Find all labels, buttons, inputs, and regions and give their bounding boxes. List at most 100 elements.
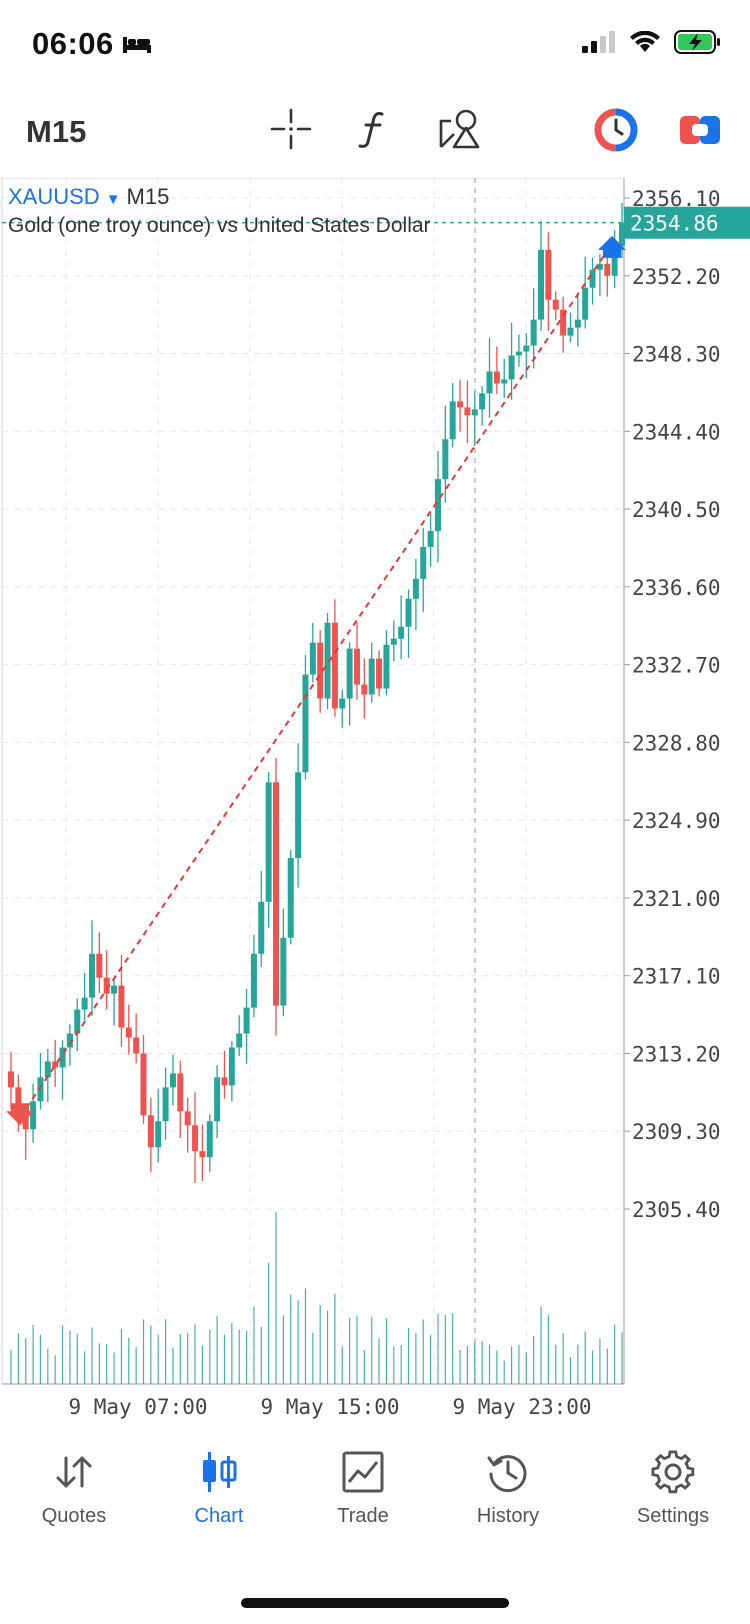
history-icon bbox=[487, 1455, 527, 1493]
chart-icon bbox=[203, 1452, 237, 1492]
tab-label: Chart bbox=[194, 1505, 244, 1527]
symbol-header[interactable]: XAUUSD ▼ M15 bbox=[8, 184, 169, 210]
candle-body bbox=[405, 598, 412, 627]
candle-body bbox=[66, 1033, 73, 1048]
candle-body bbox=[295, 772, 302, 859]
status-icons bbox=[582, 30, 722, 54]
status-bar: 06:06 bbox=[0, 0, 750, 92]
y-tick-label: 2317.10 bbox=[632, 965, 721, 989]
candle-body bbox=[147, 1115, 154, 1148]
bed-icon bbox=[123, 37, 151, 53]
candle-body bbox=[15, 1087, 22, 1114]
timeframe-button[interactable]: M15 bbox=[26, 114, 87, 149]
candle-body bbox=[228, 1047, 235, 1086]
y-tick-label: 2340.50 bbox=[632, 498, 721, 522]
quotes-icon bbox=[56, 1456, 92, 1488]
tab-quotes[interactable]: Quotes bbox=[14, 1450, 134, 1528]
candle-body bbox=[302, 674, 309, 773]
candle-body bbox=[383, 644, 390, 689]
indicators-icon[interactable] bbox=[356, 108, 392, 150]
candle-body bbox=[37, 1077, 44, 1102]
candle-body bbox=[111, 985, 118, 994]
tab-trade[interactable]: Trade bbox=[303, 1450, 423, 1528]
tab-chart[interactable]: Chart bbox=[159, 1450, 279, 1528]
candle-body bbox=[184, 1111, 191, 1126]
candle-body bbox=[96, 953, 103, 978]
candle-body bbox=[515, 351, 522, 356]
candle-body bbox=[523, 345, 530, 352]
candle-body bbox=[133, 1037, 140, 1054]
bottom-tab-bar: Quotes Chart Trade History bbox=[0, 1440, 750, 1560]
status-time: 06:06 bbox=[32, 26, 114, 61]
battery-charging-icon bbox=[674, 30, 720, 54]
candle-body bbox=[8, 1071, 14, 1088]
candle-body bbox=[457, 401, 464, 408]
one-click-trading-icon[interactable] bbox=[594, 108, 638, 152]
symbol-description: Gold (one troy ounce) vs United States D… bbox=[8, 214, 431, 237]
chart-toolbar: M15 bbox=[0, 92, 750, 178]
price-chart[interactable]: 2356.10 2352.20 2348.30 2344.40 2340.50 2336.… bbox=[0, 178, 750, 1434]
candle-body bbox=[486, 371, 493, 394]
last-price-tag bbox=[624, 206, 750, 239]
home-indicator bbox=[241, 1598, 509, 1608]
tab-label: Trade bbox=[337, 1505, 389, 1527]
candle-body bbox=[604, 263, 611, 276]
x-tick-label: 9 May 15:00 bbox=[260, 1395, 399, 1419]
candle-body bbox=[339, 698, 346, 709]
candle-body bbox=[501, 379, 508, 384]
candle-body bbox=[611, 245, 618, 276]
trade-icon bbox=[342, 1451, 384, 1493]
candle-body bbox=[567, 327, 574, 336]
y-tick-label: 2321.00 bbox=[632, 887, 721, 911]
candle-body bbox=[52, 1061, 59, 1068]
candle-body bbox=[596, 263, 603, 270]
candle-body bbox=[538, 249, 545, 320]
candle-body bbox=[30, 1101, 37, 1130]
crosshair-icon[interactable] bbox=[270, 108, 312, 150]
candle-body bbox=[464, 407, 471, 416]
y-tick-label: 2328.80 bbox=[632, 731, 721, 755]
y-tick-label: 2305.40 bbox=[632, 1198, 721, 1222]
symbol-dropdown-icon[interactable]: ▼ bbox=[105, 191, 121, 208]
candle-body bbox=[530, 319, 537, 346]
tab-settings[interactable]: Settings bbox=[613, 1450, 733, 1528]
candle-body bbox=[206, 1121, 213, 1158]
candle-body bbox=[221, 1077, 228, 1086]
y-tick-label: 2309.30 bbox=[632, 1120, 721, 1144]
tab-label: Settings bbox=[636, 1505, 710, 1527]
objects-icon[interactable] bbox=[438, 108, 480, 150]
candle-body bbox=[508, 355, 515, 380]
y-tick-label: 2336.60 bbox=[632, 576, 721, 600]
candle-body bbox=[574, 319, 581, 328]
candle-body bbox=[81, 997, 88, 1010]
candle-body bbox=[434, 479, 441, 532]
tab-label: Quotes bbox=[41, 1505, 107, 1527]
symbol-name[interactable]: XAUUSD bbox=[8, 184, 100, 209]
candle-body bbox=[140, 1053, 147, 1116]
tab-history[interactable]: History bbox=[448, 1450, 568, 1528]
candle-body bbox=[287, 858, 294, 938]
candle-body bbox=[236, 1033, 243, 1048]
candle-body bbox=[331, 622, 338, 709]
candle-body bbox=[346, 648, 353, 699]
candle-body bbox=[560, 309, 567, 336]
x-tick-label: 9 May 07:00 bbox=[68, 1395, 207, 1419]
chart-canvas[interactable]: 2356.102352.202348.302344.402340.502336.… bbox=[0, 178, 750, 1434]
y-tick-label: 2313.20 bbox=[632, 1042, 721, 1066]
sell-marker-icon bbox=[6, 1103, 34, 1126]
candle-body bbox=[125, 1027, 132, 1038]
candle-body bbox=[199, 1151, 206, 1158]
candle-body bbox=[74, 1009, 81, 1034]
candle-body bbox=[582, 287, 589, 320]
candle-body bbox=[427, 531, 434, 547]
candle-body bbox=[258, 901, 265, 954]
buy-marker-icon bbox=[598, 235, 626, 258]
candle-body bbox=[398, 626, 405, 639]
trade-panel-icon[interactable] bbox=[678, 108, 722, 152]
y-tick-label: 2332.70 bbox=[632, 654, 721, 678]
candle-body bbox=[309, 642, 316, 675]
candle-body bbox=[493, 371, 500, 384]
candle-body bbox=[243, 1007, 250, 1034]
candle-body bbox=[353, 648, 360, 685]
candle-body bbox=[442, 439, 449, 480]
